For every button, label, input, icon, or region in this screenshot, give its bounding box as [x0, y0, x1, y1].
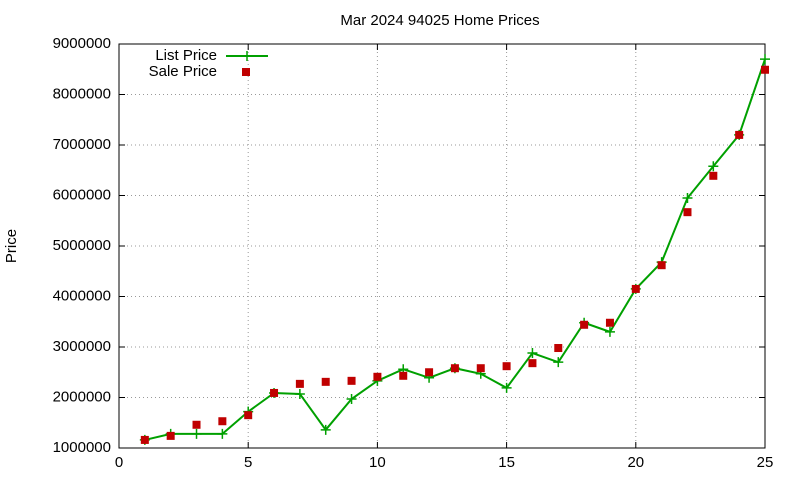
- point: [218, 417, 227, 426]
- x-tick-label: 5: [244, 454, 252, 471]
- point: [320, 424, 331, 435]
- point: [631, 284, 640, 293]
- legend-label: Sale Price: [149, 63, 217, 80]
- plot-border: [118, 43, 766, 449]
- point: [373, 372, 382, 381]
- x-tick-label: 0: [115, 454, 123, 471]
- point: [450, 364, 459, 373]
- point: [399, 371, 408, 380]
- point: [604, 326, 615, 337]
- y-tick-label: 9000000: [53, 35, 111, 52]
- point: [554, 344, 563, 353]
- point: [657, 261, 666, 270]
- point: [192, 420, 201, 429]
- point: [346, 394, 357, 405]
- point: [502, 362, 511, 371]
- legend-label: List Price: [155, 47, 217, 64]
- point: [580, 320, 589, 329]
- point: [217, 428, 228, 439]
- point: [683, 208, 692, 217]
- point: [682, 193, 693, 204]
- point: [295, 379, 304, 388]
- x-tick-label: 20: [627, 454, 644, 471]
- point: [501, 382, 512, 393]
- point: [166, 431, 175, 440]
- point: [191, 428, 202, 439]
- point: [476, 364, 485, 373]
- y-axis-label: Price: [3, 229, 20, 263]
- point: [528, 359, 537, 368]
- point: [735, 130, 744, 139]
- y-tick-label: 5000000: [53, 237, 111, 254]
- y-tick-label: 6000000: [53, 186, 111, 203]
- x-tick-label: 25: [757, 454, 774, 471]
- y-tick-label: 4000000: [53, 287, 111, 304]
- chart-title: Mar 2024 94025 Home Prices: [340, 12, 539, 29]
- point: [140, 435, 149, 444]
- legend-marker: [242, 68, 250, 76]
- point: [761, 65, 769, 74]
- x-tick-label: 10: [369, 454, 386, 471]
- point: [709, 171, 718, 180]
- point: [321, 377, 330, 386]
- y-tick-label: 3000000: [53, 338, 111, 355]
- point: [347, 376, 356, 385]
- point: [270, 388, 279, 397]
- point: [294, 388, 305, 399]
- y-tick-label: 8000000: [53, 85, 111, 102]
- x-tick-label: 15: [498, 454, 515, 471]
- y-tick-label: 7000000: [53, 136, 111, 153]
- y-tick-label: 2000000: [53, 388, 111, 405]
- point: [760, 54, 770, 65]
- point: [708, 161, 719, 172]
- point: [553, 357, 564, 368]
- point: [527, 348, 538, 359]
- point: [244, 411, 253, 420]
- y-tick-label: 1000000: [53, 439, 111, 456]
- point: [425, 368, 434, 377]
- point: [605, 318, 614, 327]
- legend-marker: [242, 51, 252, 61]
